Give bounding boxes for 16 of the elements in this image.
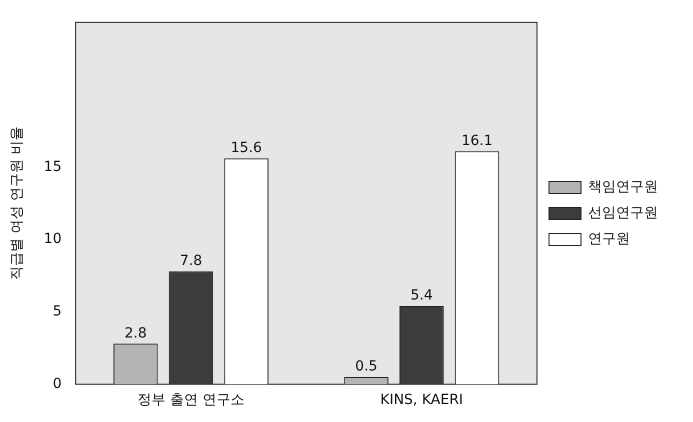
x-tick-label: 정부 출연 연구소 bbox=[138, 392, 244, 408]
y-tick-label: 5 bbox=[52, 303, 62, 320]
data-label: 16.1 bbox=[461, 132, 493, 149]
y-tick-label: 10 bbox=[44, 231, 62, 248]
x-tick-label: KINS, KAERI bbox=[380, 392, 464, 408]
legend-label: 책임연구원 bbox=[588, 179, 658, 196]
data-label: 5.4 bbox=[410, 288, 433, 304]
legend-label: 연구원 bbox=[588, 231, 630, 248]
y-tick-label: 0 bbox=[52, 376, 62, 392]
data-label: 15.6 bbox=[230, 140, 262, 156]
data-label: 7.8 bbox=[180, 252, 202, 269]
legend-label: 선임연구원 bbox=[588, 205, 658, 222]
data-label: 0.5 bbox=[355, 358, 378, 375]
data-label: 2.8 bbox=[124, 325, 147, 342]
y-axis-title: 직급별 여성 연구원 비율 bbox=[9, 126, 26, 280]
y-tick-label: 15 bbox=[44, 158, 62, 175]
